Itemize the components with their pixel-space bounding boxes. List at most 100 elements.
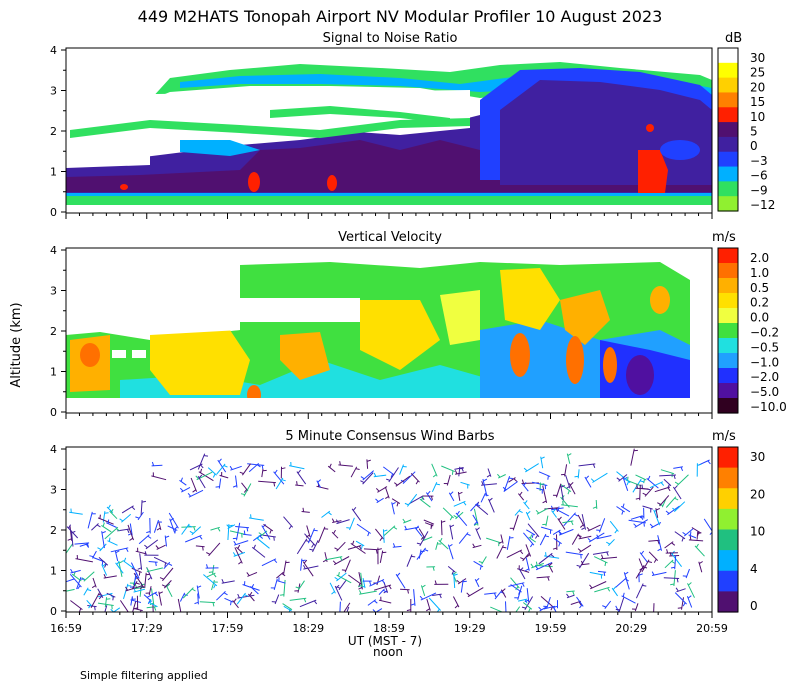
wind-barb — [119, 600, 129, 612]
wind-barb — [426, 598, 431, 611]
wind-barb — [565, 551, 583, 556]
wind-barb-flag — [602, 605, 607, 608]
wind-barb-flag — [339, 461, 341, 466]
velocity-colorbar: 2.01.00.50.20.0−0.2−0.5−1.0−2.0−5.0−10.0 — [717, 247, 787, 414]
wind-barb-flag — [102, 522, 105, 527]
wind-barb — [122, 559, 134, 569]
wind-barb-flag — [206, 552, 211, 555]
wind-barb-flag — [115, 550, 120, 554]
wind-barb-flag — [346, 527, 351, 529]
wind-barb-flag — [367, 532, 370, 537]
wind-barb-flag — [462, 580, 467, 583]
wind-barb-flag — [513, 478, 518, 482]
wind-barb — [587, 524, 601, 532]
wind-barb-flag — [239, 471, 244, 475]
wind-barb-flag — [200, 468, 203, 473]
wind-barb — [261, 558, 277, 567]
wind-barb — [634, 519, 649, 528]
wind-barb-flag — [640, 550, 645, 555]
wind-barb — [248, 517, 264, 521]
wind-barb — [431, 463, 438, 477]
wind-barb-flag — [352, 540, 355, 545]
wind-barb-flag — [288, 525, 292, 530]
wind-barb — [91, 523, 99, 531]
wind-barb-flag — [67, 538, 72, 541]
wind-barb-flag — [521, 479, 524, 484]
wind-barb-flag — [518, 590, 521, 595]
wind-barb — [514, 508, 521, 516]
wind-barb — [536, 576, 550, 579]
wind-barb-flag — [580, 560, 584, 565]
wind-barb — [70, 530, 74, 547]
wind-barb-flag — [313, 600, 318, 605]
wind-barb-flag — [558, 516, 562, 521]
wind-barb — [676, 474, 689, 486]
wind-barb — [336, 574, 352, 584]
colorbar-label: 15 — [750, 95, 765, 109]
wind-barb-flag — [697, 463, 702, 466]
wind-barb — [551, 510, 558, 518]
wind-barb — [540, 596, 555, 609]
wind-barb-flag — [560, 485, 565, 488]
wind-barb — [276, 571, 284, 579]
wind-barb-flag — [125, 548, 129, 553]
colorbar-swatch — [718, 591, 738, 613]
wind-barb — [169, 518, 176, 533]
wind-barb-flag — [587, 537, 592, 542]
wind-barb — [539, 533, 547, 546]
wind-barb-flag — [246, 527, 249, 532]
wind-barb — [362, 470, 375, 481]
wind-barb-flag — [297, 469, 301, 474]
wind-barb — [510, 577, 520, 589]
wind-barb-flag — [359, 590, 362, 595]
wind-barb — [127, 524, 134, 541]
wind-barb — [230, 465, 242, 471]
colorbar-label: 0 — [750, 139, 758, 153]
colorbar-swatch — [718, 107, 738, 123]
wind-barb-flag — [456, 510, 460, 515]
snr-hotspot — [638, 150, 668, 193]
velocity-field — [603, 347, 617, 383]
wind-barb — [649, 481, 664, 489]
wind-barb — [577, 469, 580, 479]
wind-barb-flag — [195, 475, 199, 480]
y-tick-label: 2 — [50, 325, 57, 338]
wind-barb — [525, 463, 539, 473]
wind-barb — [66, 578, 75, 583]
x-tick-label: 16:59 — [50, 622, 82, 635]
wind-barb — [296, 538, 308, 555]
wind-barb — [358, 572, 363, 590]
wind-barb-flag — [670, 583, 675, 586]
wind-barb — [101, 524, 112, 533]
wind-barb-flag — [213, 584, 216, 589]
colorbar-label: 10 — [750, 525, 765, 539]
wind-barb — [153, 519, 159, 533]
wind-barb-flag — [341, 569, 346, 571]
wind-barb-flag — [355, 468, 360, 470]
wind-barb — [216, 591, 226, 601]
wind-barb-flag — [407, 589, 409, 594]
wind-barb — [339, 601, 341, 612]
wind-barb — [579, 544, 592, 553]
wind-barb-flag — [165, 535, 170, 538]
wind-barb — [703, 518, 712, 532]
wind-barb-flag — [439, 594, 442, 599]
wind-barb — [163, 561, 171, 570]
wind-barb-flag — [590, 478, 595, 482]
wind-barb-flag — [639, 480, 645, 483]
wind-barb — [654, 486, 671, 493]
wind-barb-flag — [659, 504, 664, 506]
wind-barb — [406, 554, 413, 567]
wind-barb — [674, 592, 687, 605]
wind-barb — [69, 573, 82, 588]
wind-barb-flag — [85, 544, 90, 548]
wind-barb-flag — [519, 567, 524, 571]
colorbar-swatch — [718, 166, 738, 182]
wind-barb-flag — [404, 525, 407, 530]
wind-barb — [121, 505, 134, 514]
wind-barb — [227, 524, 230, 541]
wind-barb — [351, 508, 362, 522]
wind-barb — [475, 503, 489, 515]
wind-barb-flag — [70, 568, 73, 573]
